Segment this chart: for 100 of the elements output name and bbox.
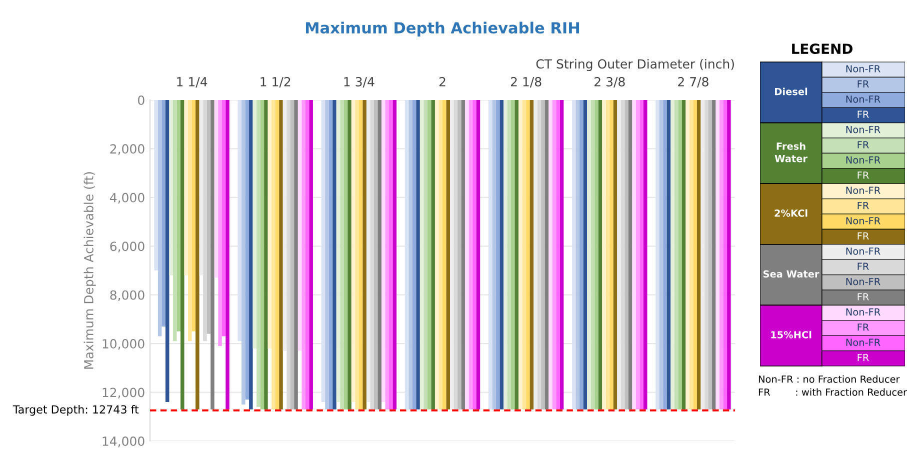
bar (192, 100, 196, 332)
bar (416, 100, 420, 410)
text: Diesel (775, 88, 808, 96)
bar (511, 100, 515, 410)
bar (245, 100, 250, 400)
bar (656, 100, 660, 410)
bar (617, 100, 621, 410)
bar (434, 100, 439, 410)
bar (438, 100, 442, 410)
bar (305, 100, 310, 410)
bar (628, 100, 632, 410)
bar (279, 100, 283, 410)
bar (242, 100, 246, 404)
ref-line-label: Target Depth: 12743 ft (12, 405, 139, 416)
bar (670, 100, 674, 410)
bar (560, 100, 564, 410)
bar (336, 100, 340, 402)
bar (640, 100, 644, 410)
x-tick-label: 2 (439, 77, 446, 86)
y-tick-label: 10,000 (102, 339, 144, 350)
bar (590, 100, 595, 410)
bar (348, 100, 352, 410)
bar (249, 100, 253, 410)
bar (583, 100, 588, 410)
bar (632, 100, 636, 410)
bar (298, 100, 302, 351)
text: FR (858, 232, 869, 240)
bar (427, 100, 432, 410)
bar (476, 100, 480, 410)
text: Non-FR (846, 65, 880, 72)
bar (442, 100, 446, 410)
bar (594, 100, 598, 410)
bar (226, 100, 230, 410)
y-tick-label: 4,000 (110, 192, 144, 204)
text: FR : with Fraction Reducer (758, 388, 907, 396)
x-tick-label: 2 3/8 (594, 77, 625, 88)
bar (674, 100, 678, 410)
text: Non-FR (846, 278, 880, 286)
bar (587, 100, 591, 410)
bar (465, 100, 469, 410)
bar (556, 100, 560, 410)
y-axis-title: Maximum Depth Achievable (ft) (84, 172, 96, 369)
bar (514, 100, 519, 410)
x-tick-label: 1 3/4 (344, 77, 374, 88)
bar (518, 100, 522, 410)
bar (666, 100, 671, 410)
bar (678, 100, 682, 410)
bar (580, 100, 584, 410)
text: Non-FR (846, 156, 880, 164)
bar (309, 100, 313, 410)
bar (180, 100, 184, 410)
bar (203, 100, 207, 342)
bar (196, 100, 200, 410)
bar (686, 100, 690, 410)
bar (500, 100, 504, 410)
bar (162, 100, 166, 327)
bar (526, 100, 530, 410)
text: FR (858, 293, 869, 300)
bar (260, 100, 264, 410)
bar (689, 100, 694, 410)
bar (282, 100, 287, 351)
bar (620, 100, 625, 410)
bar (385, 100, 390, 410)
text: Fresh Water (774, 142, 808, 162)
bar (624, 100, 628, 410)
bar (355, 100, 359, 410)
bar (468, 100, 473, 410)
text: LEGEND (792, 44, 852, 54)
bar (696, 100, 701, 410)
bar (199, 100, 204, 276)
x-tick-label: 2 7/8 (678, 77, 708, 88)
y-tick-label: 6,000 (110, 242, 144, 252)
text: FR (858, 172, 869, 179)
bar (165, 100, 170, 402)
y-tick-label: 0 (138, 95, 144, 105)
bar (408, 100, 412, 410)
bar (252, 100, 257, 348)
bar (264, 100, 268, 410)
y-tick-label: 8,000 (110, 290, 144, 302)
bar (206, 100, 211, 334)
bar (431, 100, 435, 410)
bar (302, 100, 306, 410)
bar (541, 100, 545, 410)
bar (154, 100, 158, 270)
text: Non-FR (846, 186, 880, 194)
text: Non-FR (846, 248, 880, 255)
text: Non-FR : no Fraction Reducer (758, 375, 900, 383)
text: FR (858, 202, 869, 210)
bar (158, 100, 162, 336)
bar (218, 100, 222, 346)
text: FR (858, 324, 869, 331)
text: Non-FR (846, 308, 880, 316)
bar (643, 100, 648, 410)
bar (238, 100, 242, 342)
bar (700, 100, 704, 410)
bar (275, 100, 280, 410)
bar (332, 100, 336, 410)
bar (340, 100, 344, 410)
bar (682, 100, 686, 410)
bar (389, 100, 393, 410)
